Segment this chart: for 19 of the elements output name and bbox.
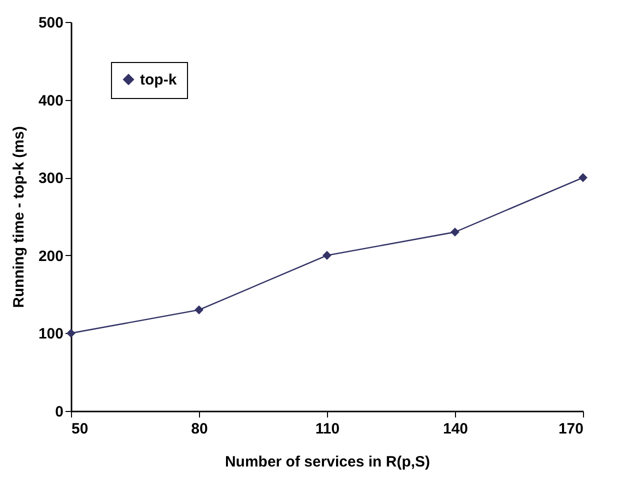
point [194,305,204,314]
x-tick-label: 80 [191,420,208,438]
y-tick-label: 500 [38,14,64,32]
x-tick-label: 140 [442,420,468,438]
y-tick-label: 0 [55,404,64,420]
y-tick-label: 400 [38,92,64,110]
y-tick-label: 200 [38,248,64,265]
point [450,228,460,237]
x-tick-label: 110 [315,420,340,438]
x-axis-title: Number of services in R(p,S) [224,454,430,470]
y-tick-label: 100 [38,326,64,343]
point [322,250,332,260]
x-tick-label: 170 [558,420,584,438]
point [66,328,76,338]
point [578,173,588,182]
y-tick-label: 300 [38,170,64,188]
y-axis-title: Running time - top-k (ms) [10,126,28,308]
x-tick-label: 50 [72,420,88,438]
legend-label: top-k [140,72,178,88]
